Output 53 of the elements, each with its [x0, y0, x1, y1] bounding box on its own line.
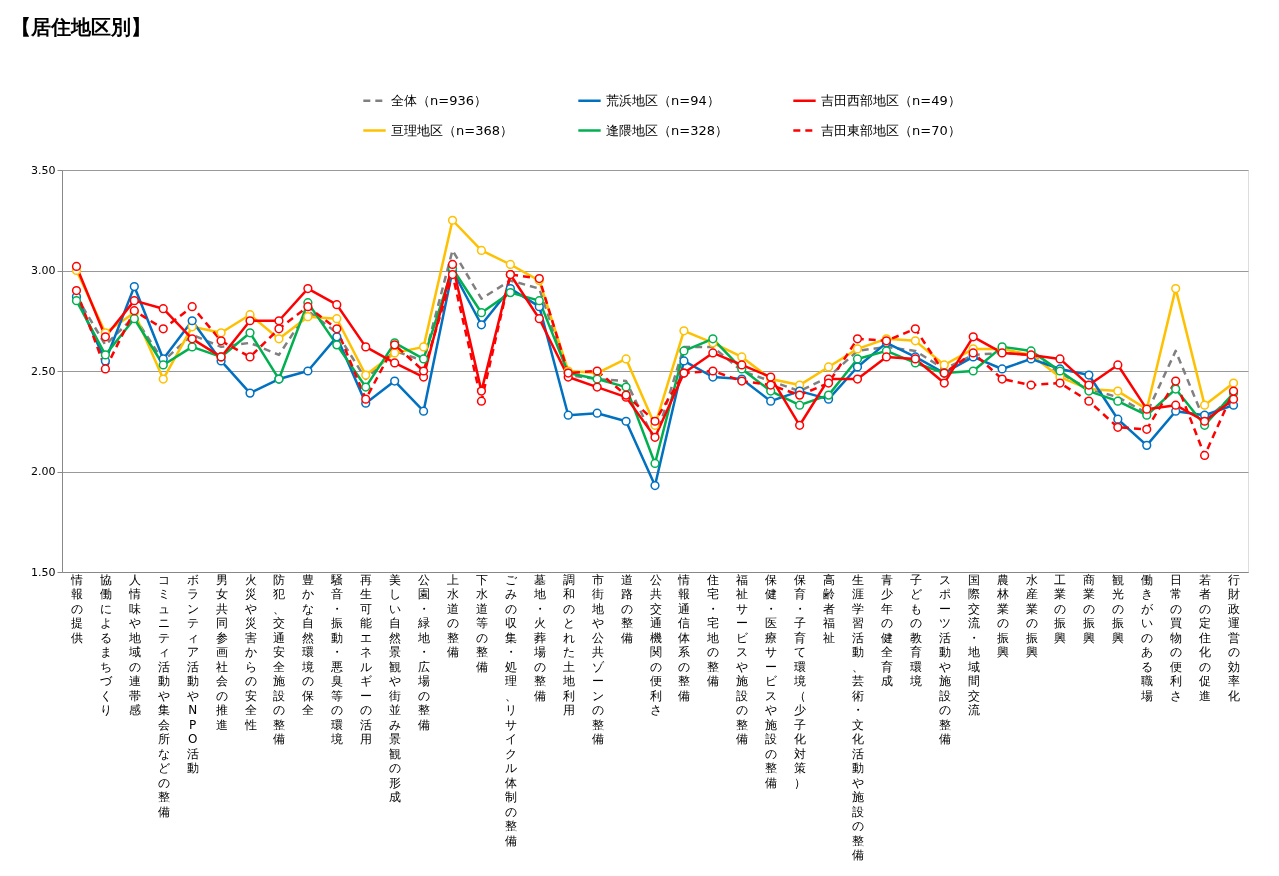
category-label: スポーツ活動や施設の整備: [938, 572, 951, 746]
x-tick-label: 情報の提供: [69, 572, 83, 645]
x-tick-label: 観光の振興: [1112, 572, 1125, 645]
category-label: 公園・緑地・広場の整備: [418, 572, 431, 732]
category-label: 火災や災害からの安全性: [244, 572, 257, 732]
category-label: 生涯学習活動、芸術・文化活動や施設の整備: [851, 572, 864, 862]
legend-label: 荒浜地区（n=94）: [606, 92, 720, 108]
x-tick-label: 工業の振興: [1054, 572, 1067, 645]
category-label: 国際交流・地域間交流: [967, 572, 980, 717]
category-label: ボランティア活動やNPO活動: [186, 572, 199, 775]
category-label: 日常の買物の便利さ: [1170, 572, 1183, 703]
category-label: 福祉サービスや施設の整備: [736, 572, 749, 746]
category-label: 市街地や公共ゾーンの整備: [591, 572, 604, 746]
x-tick-label: 住宅・宅地の整備: [706, 572, 720, 688]
x-tick-label: 水産業の振興: [1025, 572, 1038, 659]
category-label: 再生可能エネルギーの活用: [360, 572, 373, 746]
category-label: 男女共同参画社会の推進: [215, 572, 228, 732]
category-label: 人情味や地域の連帯感: [128, 572, 141, 717]
category-label: 働きがいのある職場: [1141, 572, 1154, 703]
category-label: 行財政運営の効率化: [1228, 572, 1241, 703]
x-tick-label: 農林業の振興: [995, 572, 1009, 659]
x-tick-label: 下水道等の整備: [475, 572, 488, 674]
category-label: 美しい自然景観や街並み景観の形成: [389, 572, 402, 804]
y-tick-label: 3.50: [31, 163, 56, 177]
category-label: 保育・子育て環境（少子化対策）: [794, 572, 807, 790]
chart-title: 【居住地区別】: [10, 15, 151, 39]
category-label: コミュニティ活動や集会所などの整備: [157, 572, 170, 819]
category-label: 保健・医療サービスや施設の整備: [765, 572, 778, 790]
category-label: ごみの収集・処理、リサイクル体制の整備: [504, 572, 517, 848]
x-tick-label: 青少年の健全育成: [880, 572, 893, 688]
category-label: 調和のとれた土地利用: [562, 572, 575, 717]
y-tick-label: 2.50: [31, 364, 56, 378]
legend-label: 逢隈地区（n=328）: [606, 122, 728, 138]
legend-label: 全体（n=936）: [391, 92, 487, 108]
category-label: 協働によるまちづくり: [99, 572, 112, 717]
legend-label: 吉田西部地区（n=49）: [821, 92, 961, 108]
category-label: 情報通信体系の整備: [678, 572, 691, 703]
x-tick-label: 商業の振興: [1083, 572, 1096, 645]
y-tick-label: 2.00: [31, 465, 56, 478]
category-label: 若者の定住化の促進: [1199, 572, 1212, 703]
x-tick-label: 上水道の整備: [447, 572, 460, 659]
x-tick-label: 子どもの教育環境: [908, 572, 922, 688]
category-label: 防犯、交通安全施設の整備: [273, 572, 286, 746]
legend-label: 亘理地区（n=368）: [391, 122, 513, 138]
category-label: 豊かな自然環境の保全: [302, 572, 315, 717]
category-label: 騒音・振動・悪臭等の環境: [331, 572, 344, 746]
y-tick-label: 3.00: [31, 264, 56, 277]
category-label: 墓地・火葬場の整備: [533, 572, 546, 703]
x-tick-label: 道路の整備: [620, 572, 633, 645]
y-tick-label: 1.50: [31, 565, 56, 579]
x-tick-label: 高齢者福祉: [823, 572, 836, 645]
category-label: 公共交通機関の便利さ: [649, 572, 662, 717]
legend-label: 吉田東部地区（n=70）: [821, 122, 961, 138]
